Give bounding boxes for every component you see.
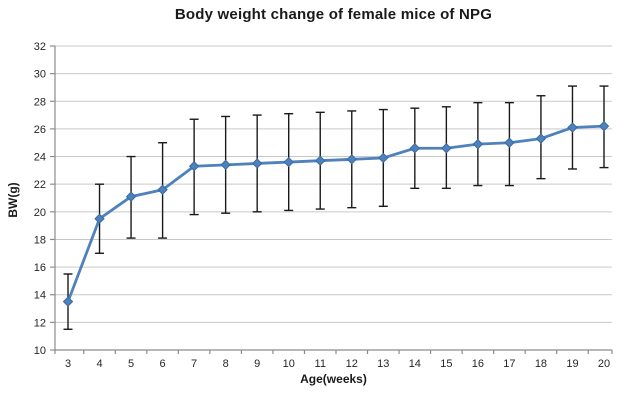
x-tick-label: 20	[598, 358, 610, 370]
y-tick-label: 26	[34, 124, 46, 136]
error-bars	[63, 85, 609, 330]
data-point-marker	[251, 158, 263, 169]
y-axis-tick-labels: 10 12 14 16 18 20 22 24 26 28 30 32	[34, 41, 46, 357]
chart-title: Body weight change of female mice of NPG	[174, 6, 493, 23]
axes	[50, 45, 613, 354]
data-point-marker	[504, 137, 515, 148]
x-tick-label: 18	[535, 358, 547, 370]
x-tick-label: 13	[377, 358, 389, 370]
data-point-marker	[94, 213, 105, 224]
y-tick-label: 32	[34, 41, 46, 53]
x-tick-label: 6	[160, 358, 166, 370]
data-point-marker	[598, 120, 610, 132]
x-tick-label: 12	[346, 358, 358, 370]
x-tick-label: 14	[409, 358, 421, 370]
x-tick-label: 16	[472, 358, 484, 370]
y-tick-label: 20	[34, 207, 46, 219]
x-tick-label: 3	[65, 358, 71, 370]
data-point-marker	[157, 184, 168, 195]
data-point-marker	[62, 296, 74, 307]
y-tick-label: 14	[34, 290, 46, 302]
data-point-marker	[125, 191, 137, 202]
data-point-marker	[346, 154, 357, 165]
y-tick-label: 16	[34, 262, 46, 274]
data-point-marker	[441, 143, 452, 154]
data-point-marker	[535, 133, 547, 144]
data-point-marker	[283, 156, 294, 168]
data-point-marker	[472, 138, 484, 150]
data-point-marker	[409, 143, 421, 154]
data-point-marker	[567, 122, 578, 133]
y-tick-label: 22	[34, 179, 46, 191]
x-axis-title: Age(weeks)	[300, 372, 367, 386]
gridlines	[55, 45, 612, 323]
x-tick-label: 17	[503, 358, 515, 370]
x-tick-label: 5	[128, 358, 134, 370]
data-point-marker	[315, 155, 326, 166]
x-tick-label: 15	[440, 358, 452, 370]
series-markers	[62, 120, 610, 307]
y-tick-label: 24	[34, 152, 46, 164]
y-tick-label: 28	[34, 96, 46, 108]
y-tick-label: 30	[34, 69, 46, 81]
x-tick-label: 9	[254, 358, 260, 370]
y-tick-label: 10	[34, 345, 46, 357]
data-point-marker	[378, 152, 389, 164]
x-tick-label: 4	[96, 358, 102, 370]
x-tick-label: 7	[191, 358, 197, 370]
y-axis-title: BW(g)	[6, 182, 20, 218]
x-tick-label: 10	[283, 358, 295, 370]
data-point-marker	[188, 161, 200, 172]
x-axis-tick-labels: 3 4 5 6 7 8 9 10 11 12 13 14 15 16 17 18 19 20	[65, 358, 610, 370]
series-line	[66, 124, 606, 304]
y-tick-label: 12	[34, 317, 46, 329]
x-tick-label: 11	[315, 358, 326, 370]
x-tick-label: 19	[566, 358, 578, 370]
y-tick-label: 18	[34, 234, 46, 246]
x-tick-label: 8	[223, 358, 229, 370]
data-point-marker	[220, 159, 231, 171]
